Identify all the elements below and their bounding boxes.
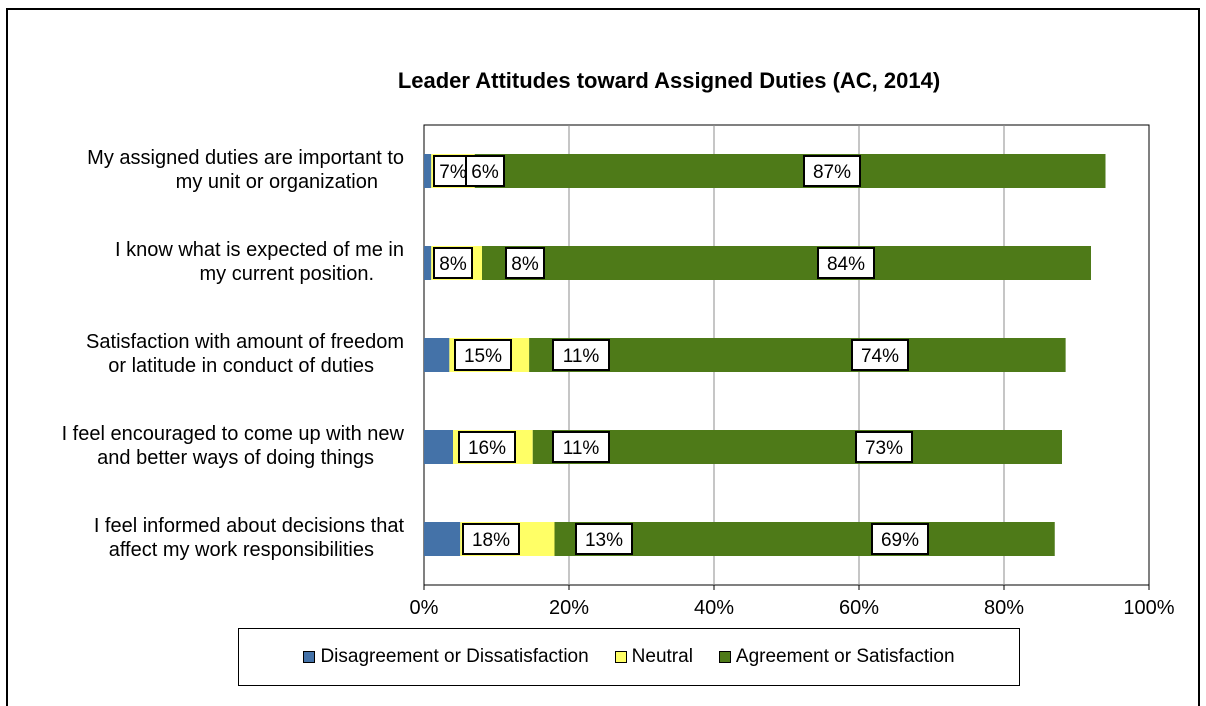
- data-label-box: [454, 339, 512, 371]
- data-label-box: [871, 523, 929, 555]
- legend-label-neutral: Neutral: [631, 646, 693, 667]
- x-tick-label: 100%: [1123, 597, 1174, 619]
- data-label: 11%: [563, 438, 600, 459]
- data-label: 8%: [511, 254, 539, 275]
- legend-swatch-neutral: [614, 651, 627, 663]
- legend-swatch-disagreement: [303, 651, 316, 663]
- bar-disagreement: [424, 338, 450, 372]
- data-label: 7%: [439, 162, 467, 183]
- bar-agreement: [529, 338, 1066, 372]
- category-label: My assigned duties are important to my un…: [87, 147, 404, 193]
- bar-agreement: [554, 522, 1055, 556]
- data-label: 6%: [471, 162, 499, 183]
- data-label-box: [855, 431, 913, 463]
- data-label-box: [552, 339, 610, 371]
- data-label: 13%: [585, 530, 623, 551]
- bar-disagreement: [424, 246, 432, 280]
- bar-agreement: [482, 246, 1091, 280]
- legend-item-disagreement: Disagreement or Dissatisfaction: [303, 646, 589, 668]
- bar-disagreement: [424, 430, 453, 464]
- data-label: 84%: [827, 254, 865, 275]
- data-label-box: [462, 523, 520, 555]
- data-label: 74%: [861, 346, 899, 367]
- category-label: I feel encouraged to come up with new and…: [62, 423, 405, 469]
- data-label-box: [803, 155, 861, 187]
- data-label: 8%: [439, 254, 467, 275]
- category-label: Satisfaction with amount of freedom or la…: [86, 331, 404, 377]
- chart-title: Leader Attitudes toward Assigned Duties …: [397, 68, 941, 93]
- data-label-box: [575, 523, 633, 555]
- legend-label-agreement: Agreement or Satisfaction: [735, 646, 955, 667]
- data-label-box: [851, 339, 909, 371]
- legend-label-disagreement: Disagreement or Dissatisfaction: [320, 646, 589, 667]
- bar-disagreement: [424, 154, 432, 188]
- data-label-box: [458, 431, 516, 463]
- bar-disagreement: [424, 522, 461, 556]
- category-label: I know what is expected of me in my curre…: [115, 239, 404, 285]
- legend-item-neutral: Neutral: [614, 646, 693, 668]
- bar-agreement: [532, 430, 1062, 464]
- bar-agreement: [474, 154, 1106, 188]
- data-label-box: [433, 247, 473, 279]
- x-tick-label: 80%: [984, 597, 1024, 619]
- data-label-box: [505, 247, 545, 279]
- data-label: 73%: [865, 438, 903, 459]
- data-label-box: [465, 155, 505, 187]
- legend-item-agreement: Agreement or Satisfaction: [718, 646, 955, 668]
- data-label: 87%: [813, 162, 851, 183]
- data-label: 18%: [472, 530, 510, 551]
- x-tick-label: 40%: [694, 597, 734, 619]
- data-label: 15%: [464, 346, 502, 367]
- x-tick-label: 20%: [549, 597, 589, 619]
- legend: Disagreement or Dissatisfaction Neutral …: [238, 628, 1020, 686]
- x-tick-label: 60%: [839, 597, 879, 619]
- legend-swatch-agreement: [718, 651, 731, 663]
- data-label-box: [817, 247, 875, 279]
- data-label: 69%: [881, 530, 919, 551]
- data-label: 11%: [563, 346, 600, 367]
- data-label-box: [552, 431, 610, 463]
- x-tick-label: 0%: [410, 597, 439, 619]
- category-label: I feel informed about decisions that affe…: [94, 515, 405, 561]
- data-label: 16%: [468, 438, 506, 459]
